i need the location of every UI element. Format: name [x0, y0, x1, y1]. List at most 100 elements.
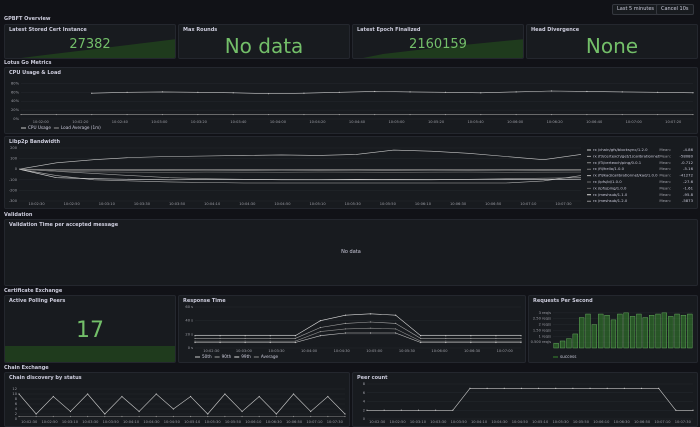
x-tick-label: 10:07:30: [675, 420, 692, 424]
point: [344, 328, 347, 330]
point: [369, 321, 372, 323]
point: [219, 340, 221, 342]
x-tick-label: 10:05:50: [380, 202, 397, 206]
y-tick-label: 60 s: [185, 305, 193, 309]
y-tick-label: 40%: [11, 99, 20, 103]
y-tick-label: 200: [10, 146, 18, 150]
x-tick-label: 10:03:20: [191, 120, 208, 124]
row-header[interactable]: Validation: [4, 212, 33, 218]
point: [586, 113, 588, 116]
y-tick-label: 4: [363, 400, 366, 404]
row-header[interactable]: GPBFT Overview: [4, 16, 51, 22]
point: [445, 340, 447, 342]
point: [338, 113, 340, 116]
x-tick-label: 10:06:10: [593, 420, 610, 424]
y-tick-label: 60%: [11, 90, 20, 94]
point: [244, 341, 246, 344]
series-line: [18, 168, 582, 171]
series-line: [195, 313, 521, 336]
point: [572, 387, 574, 389]
y-tick-label: 8: [363, 382, 366, 386]
bar: [668, 316, 674, 349]
point: [189, 415, 192, 418]
point: [294, 341, 296, 344]
point: [327, 395, 329, 398]
x-tick-label: 10:03:30: [430, 420, 447, 424]
point: [224, 393, 226, 395]
stat-panel: Max Rounds No data: [178, 24, 350, 59]
point: [621, 113, 623, 116]
bar: [617, 313, 623, 349]
x-tick-label: 10:04:20: [309, 120, 326, 124]
panel-title: Latest Stored Cert Instance: [9, 27, 87, 33]
point: [537, 387, 540, 389]
point: [197, 91, 199, 93]
point: [294, 337, 296, 340]
legend-stat: Mean:: [659, 160, 671, 165]
chart: 0% 20% 40% 60% 80% 10:02:00 10:02:20 10:02:40 10…: [11, 81, 694, 130]
sparkline: [5, 346, 175, 362]
point: [219, 341, 221, 344]
point: [172, 415, 175, 418]
legend-value: -4.86: [683, 147, 693, 152]
x-tick-label: 10:04:30: [143, 420, 160, 424]
sparkline: [21, 39, 175, 58]
x-tick-label: 10:06:10: [415, 202, 432, 206]
x-tick-label: 10:04:50: [274, 202, 291, 206]
x-tick-label: 10:04:30: [491, 420, 508, 424]
x-tick-label: 10:03:10: [410, 420, 427, 424]
point: [232, 113, 234, 116]
point: [207, 413, 209, 415]
series-line: [91, 90, 694, 95]
chart-panel: CPU Usage & Load 0% 20% 40% 60% 80% 10:02:00 10…: [4, 67, 698, 134]
legend-label: 50th: [202, 354, 212, 359]
point: [121, 415, 123, 418]
chart-panel: Validation Time per accepted message No …: [4, 219, 698, 286]
point: [18, 393, 20, 395]
legend-label: Average: [261, 354, 279, 359]
x-tick-label: 10:03:00: [151, 120, 168, 124]
point: [435, 409, 437, 411]
point: [219, 337, 221, 340]
y-tick-label: 20%: [11, 108, 20, 112]
point: [400, 409, 402, 411]
point: [480, 92, 482, 94]
series-line: [18, 393, 346, 415]
refresh-button[interactable]: Cancel 10s: [656, 4, 694, 15]
point: [369, 327, 372, 329]
point: [258, 395, 260, 398]
point: [244, 335, 246, 337]
x-tick-label: 10:06:30: [614, 420, 631, 424]
point: [692, 113, 694, 116]
point: [550, 113, 553, 116]
point: [344, 332, 347, 334]
bar: [591, 324, 597, 349]
legend-stat: Mean:: [659, 192, 671, 197]
point: [20, 113, 22, 116]
row-header[interactable]: Lotus Go Metrics: [4, 60, 52, 66]
point: [294, 340, 296, 342]
point: [606, 387, 608, 389]
legend-stat: Mean:: [659, 173, 671, 178]
point: [104, 413, 106, 415]
legend-label: rx /fil/hello/1.0.0: [593, 166, 625, 171]
x-tick-label: 10:02:00: [33, 120, 50, 124]
x-tick-label: 10:05:10: [309, 202, 326, 206]
x-tick-label: 10:03:10: [62, 420, 79, 424]
row-header[interactable]: Chain Exchange: [4, 365, 49, 371]
x-tick-label: 10:05:10: [184, 420, 201, 424]
point: [338, 91, 340, 93]
x-tick-label: 10:06:50: [286, 420, 303, 424]
point: [319, 331, 321, 333]
time-picker[interactable]: Last 5 minutes: [612, 4, 660, 15]
point: [189, 395, 192, 398]
row-header[interactable]: Certificate Exchange: [4, 288, 63, 294]
chart: -300 -200 -100 0 100 200 10:02:30 10:02:50 10:03…: [9, 146, 694, 206]
legend-label: rx /chain/gfs/blocksync/1.2.0: [593, 147, 648, 152]
point: [87, 415, 89, 418]
point: [692, 92, 694, 94]
legend-stat: Mean:: [659, 153, 671, 158]
stat-value: 2160159: [409, 37, 467, 52]
panel-title: Response Time: [183, 298, 226, 304]
x-tick-label: 10:06:40: [586, 120, 603, 124]
